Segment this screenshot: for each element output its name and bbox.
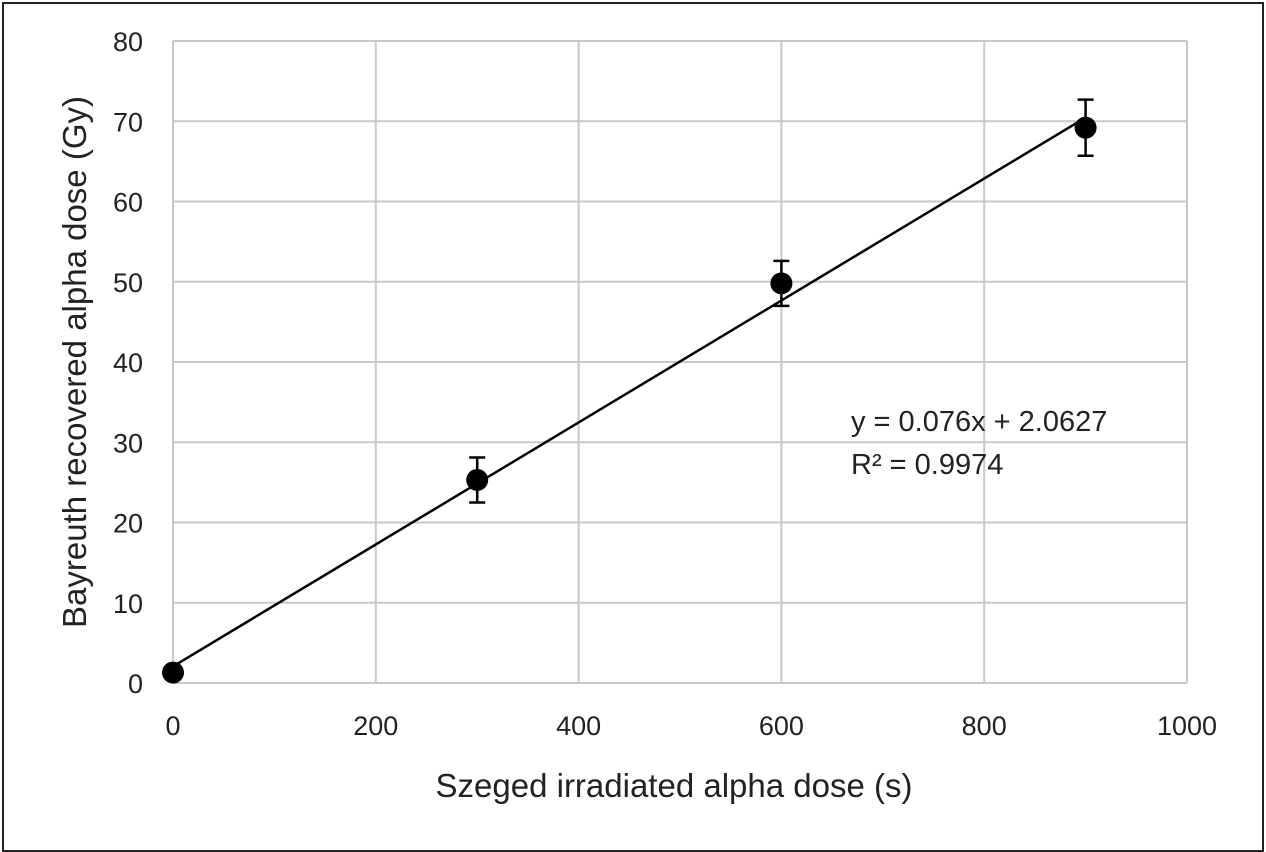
x-axis-title: Szeged irradiated alpha dose (s) (436, 767, 913, 804)
y-tick-label: 60 (113, 188, 143, 218)
x-tick-label: 600 (759, 711, 804, 741)
y-axis-title: Bayreuth recovered alpha dose (Gy) (56, 96, 93, 628)
y-tick-label: 80 (113, 27, 143, 57)
data-points (162, 116, 1097, 684)
y-tick-label: 50 (113, 268, 143, 298)
y-tick-label: 0 (128, 669, 143, 699)
y-tick-label: 70 (113, 107, 143, 137)
trendline (172, 116, 1087, 668)
x-tick-label: 200 (353, 711, 398, 741)
y-tick-label: 10 (113, 589, 143, 619)
data-point (770, 272, 793, 295)
y-tick-label: 30 (113, 428, 143, 458)
trendline-segment (172, 116, 1087, 668)
x-tick-label: 1000 (1157, 711, 1217, 741)
data-point (162, 661, 184, 684)
x-tick-label: 800 (962, 711, 1007, 741)
x-tick-label: 400 (556, 711, 601, 741)
trendline-r-squared: R² = 0.9974 (851, 449, 1003, 481)
grid-lines (172, 40, 1188, 684)
trendline-equation: y = 0.076x + 2.0627 (851, 406, 1107, 438)
y-tick-label: 20 (113, 509, 143, 539)
y-tick-label: 40 (113, 348, 143, 378)
data-point (466, 468, 489, 491)
data-point (1074, 116, 1097, 139)
x-tick-label: 0 (165, 711, 180, 741)
